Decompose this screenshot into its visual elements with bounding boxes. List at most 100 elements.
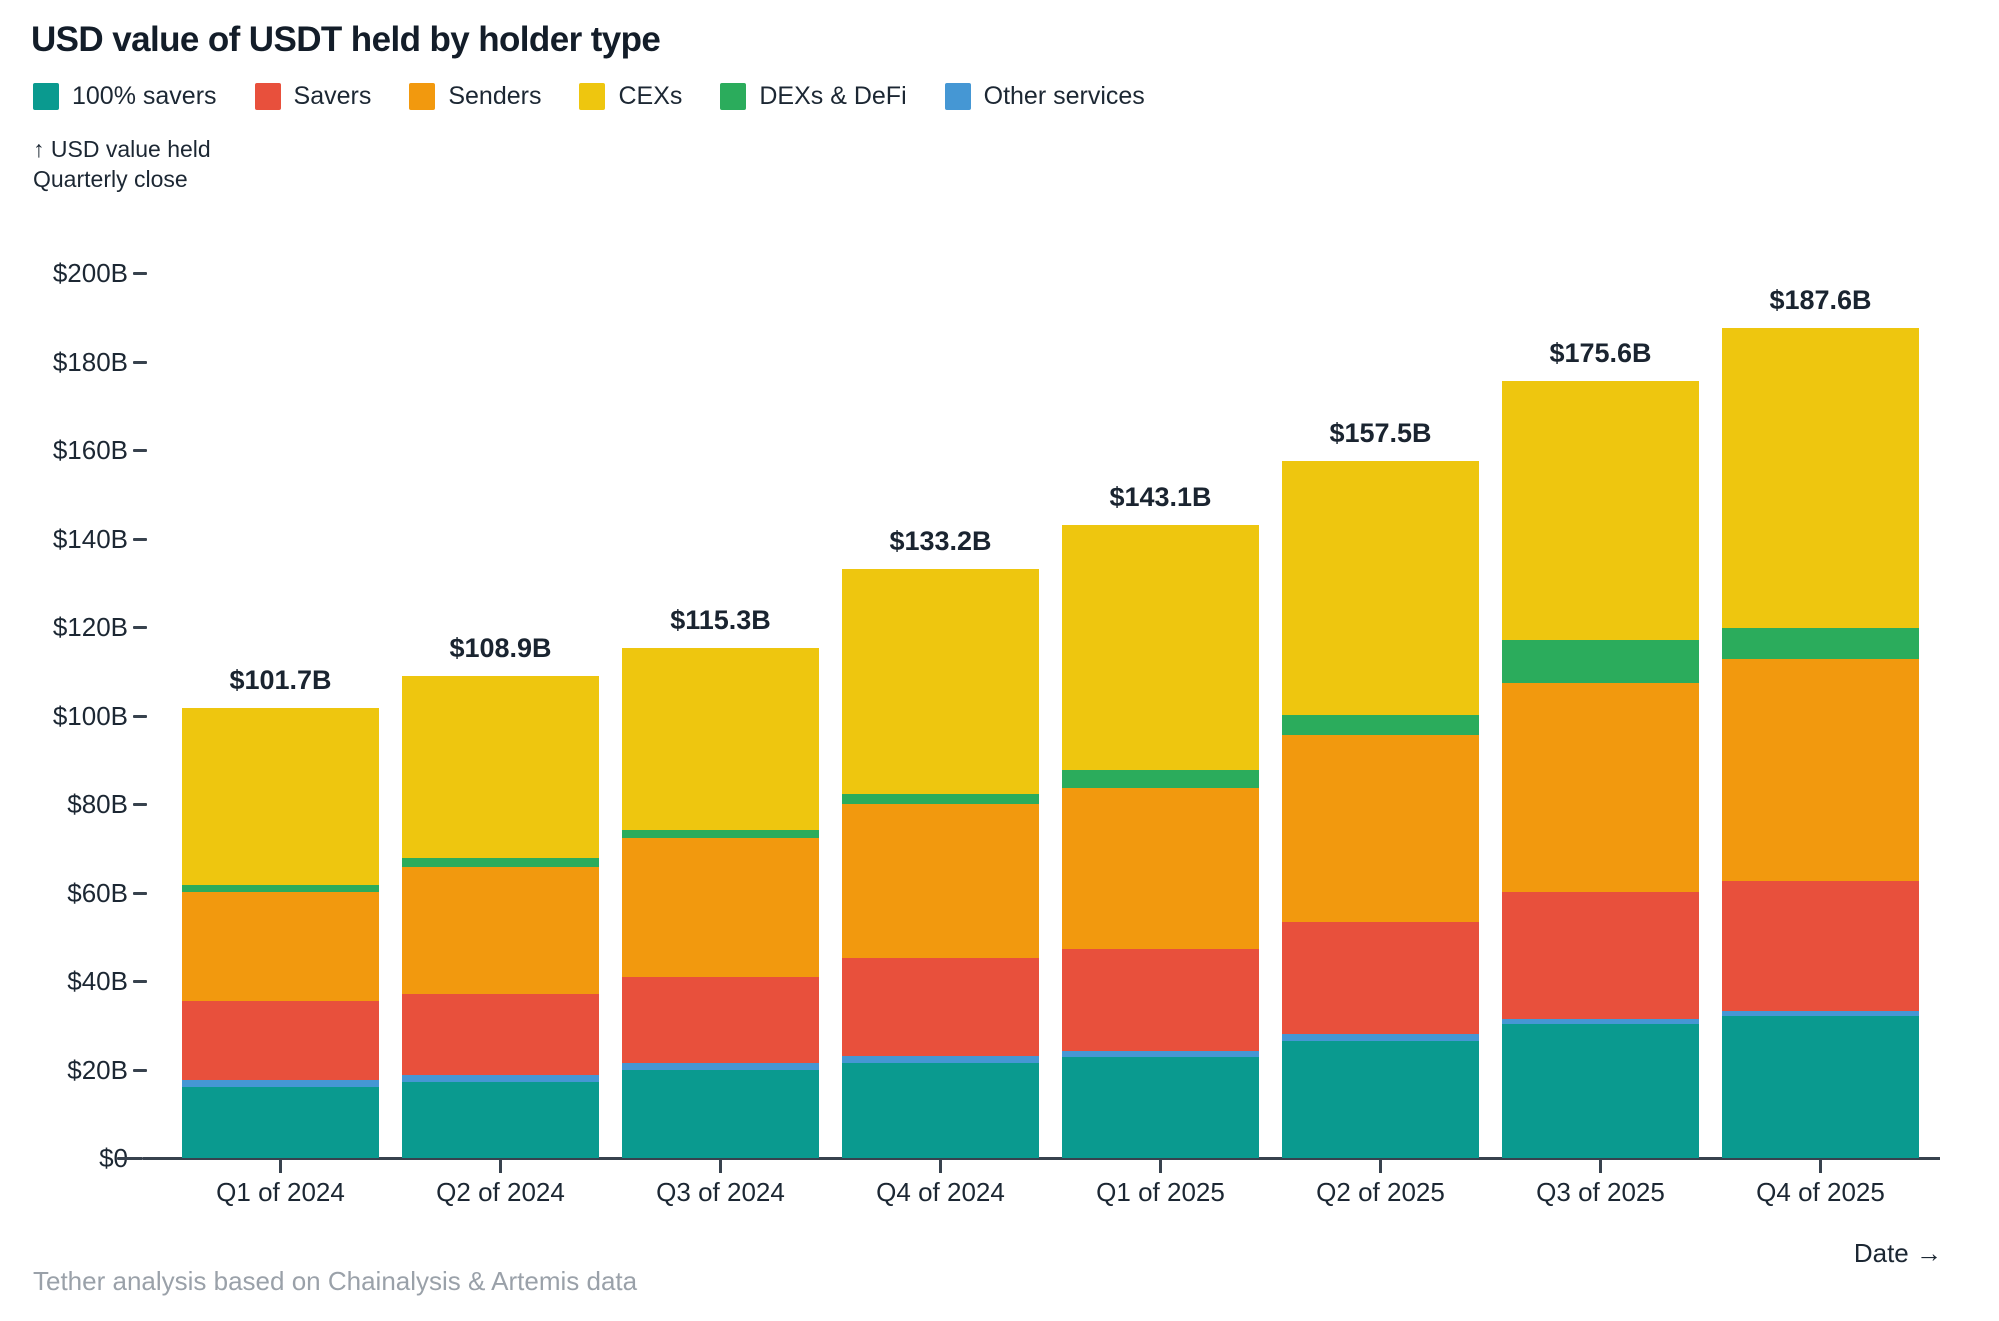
bar-segment: [402, 993, 599, 1075]
y-tick-dash: [133, 891, 147, 895]
legend-item-label: Savers: [293, 82, 372, 110]
x-tick-label: Q1 of 2024: [216, 1177, 345, 1207]
bar-segment: [182, 892, 379, 1001]
x-tick-label: Q1 of 2025: [1096, 1177, 1225, 1207]
legend-item-label: 100% savers: [72, 82, 217, 110]
x-axis-line: [143, 1157, 1940, 1160]
legend-item-label: DEXs & DeFi: [759, 82, 907, 110]
y-tick-label: $200B: [52, 258, 128, 288]
bar-segment: [842, 957, 1039, 1056]
bar-total-label: $143.1B: [1109, 481, 1212, 512]
bar-segment: [182, 884, 379, 893]
x-tick-mark: [1819, 1159, 1822, 1173]
x-tick-mark: [719, 1159, 722, 1173]
bar-segment: [1062, 788, 1259, 950]
y-tick-label: $100B: [52, 700, 128, 731]
bar-segment: [842, 804, 1039, 958]
y-tick-label: $20B: [67, 1054, 128, 1085]
bar-total-label: $187.6B: [1769, 284, 1872, 315]
y-axis-annotation: ↑ USD value held Quarterly close: [33, 134, 211, 194]
bar-segment: [1062, 949, 1259, 1051]
bar-segment: [1282, 922, 1479, 1035]
legend-item: CEXs: [579, 82, 682, 111]
x-tick-mark: [1159, 1159, 1162, 1173]
y-tick-dash: [117, 1157, 143, 1160]
bar: [622, 0, 819, 1158]
bar-segment: [622, 647, 819, 831]
y-tick-dash: [133, 449, 147, 452]
bar: [842, 0, 1039, 1158]
y-axis-annotation-line2: Quarterly close: [33, 166, 188, 192]
y-tick-dash: [133, 714, 147, 718]
bar-segment: [182, 1080, 379, 1088]
bar-segment: [1722, 1015, 1919, 1158]
legend-item-label: CEXs: [618, 82, 683, 110]
x-tick-label: Q2 of 2024: [436, 1177, 565, 1207]
chart-title: USD value of USDT held by holder type: [31, 20, 661, 59]
bar-segment: [1502, 1019, 1699, 1024]
bar-segment: [1282, 1041, 1479, 1158]
bar-segment: [402, 866, 599, 994]
bar-segment: [1502, 683, 1699, 893]
y-tick-dash: [133, 626, 147, 629]
x-tick-mark: [279, 1159, 282, 1173]
legend-swatch-icon: [720, 83, 747, 110]
bar-total-label: $175.6B: [1549, 337, 1652, 368]
bar-segment: [402, 1081, 599, 1158]
x-tick-label: Q3 of 2024: [656, 1177, 785, 1207]
bar-segment: [1722, 327, 1919, 628]
legend-swatch-icon: [409, 83, 436, 110]
y-tick-dash: [133, 360, 147, 364]
x-tick-mark: [939, 1159, 942, 1173]
bar-segment: [622, 830, 819, 839]
bar: [1502, 0, 1699, 1158]
y-tick-label: $140B: [52, 523, 128, 554]
bar-segment: [1502, 380, 1699, 640]
bar-segment: [1282, 715, 1479, 735]
y-tick-dash: [133, 980, 147, 983]
bar-segment: [1062, 1050, 1259, 1057]
legend-item-label: Other services: [983, 82, 1145, 110]
legend-item: Savers: [254, 82, 372, 111]
y-tick-dash: [133, 537, 147, 541]
bar-total-label: $108.9B: [449, 633, 552, 664]
bar: [1722, 0, 1919, 1158]
bar-segment: [1062, 769, 1259, 789]
bar-segment: [842, 568, 1039, 794]
bar: [402, 0, 599, 1158]
bar-segment: [622, 838, 819, 977]
x-tick-mark: [1599, 1159, 1602, 1173]
bar-segment: [182, 1087, 379, 1158]
bar: [182, 0, 379, 1158]
legend-item: Senders: [409, 82, 541, 111]
bar-segment: [182, 707, 379, 885]
bar-segment: [622, 1062, 819, 1070]
bar-segment: [402, 1074, 599, 1082]
bar-segment: [1062, 1056, 1259, 1158]
x-tick-label: Q4 of 2024: [876, 1177, 1005, 1207]
date-axis-label: Date →: [1853, 1238, 1942, 1268]
bar-segment: [402, 857, 599, 867]
y-tick-label: $0: [99, 1143, 128, 1173]
bar-segment: [182, 1000, 379, 1081]
bar-segment: [1722, 880, 1919, 1012]
legend: 100% savers Savers Senders CEXs DEXs & DeFi O…: [33, 82, 1145, 111]
bar-segment: [842, 793, 1039, 804]
bar-segment: [842, 1055, 1039, 1063]
bar-segment: [1282, 1034, 1479, 1042]
y-tick-label: $180B: [52, 346, 128, 377]
bar-total-label: $101.7B: [229, 664, 332, 695]
x-tick-label: Q3 of 2025: [1536, 1177, 1665, 1207]
bar-segment: [1282, 734, 1479, 923]
y-tick-dash: [133, 1068, 147, 1072]
source-note: Tether analysis based on Chainalysis & A…: [33, 1266, 638, 1296]
bar-segment: [1502, 892, 1699, 1020]
y-tick-label: $120B: [52, 612, 128, 642]
legend-swatch-icon: [579, 83, 606, 110]
bar-total-label: $133.2B: [889, 525, 992, 556]
legend-item: Other services: [944, 82, 1145, 111]
bar: [1062, 0, 1259, 1158]
legend-item-label: Senders: [448, 82, 542, 110]
bar-segment: [1062, 524, 1259, 770]
legend-swatch-icon: [944, 83, 971, 110]
